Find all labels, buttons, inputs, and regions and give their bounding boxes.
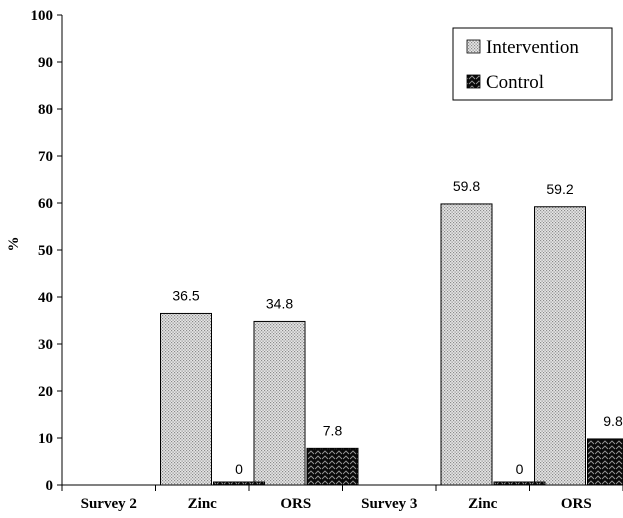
y-tick-label: 40 bbox=[38, 290, 53, 306]
bar-intervention bbox=[440, 203, 493, 486]
legend-swatch-control bbox=[466, 74, 481, 89]
bar-intervention bbox=[160, 312, 212, 486]
x-category-label: ORS bbox=[561, 496, 592, 512]
x-category-label: Zinc bbox=[188, 496, 218, 512]
bar-control bbox=[306, 447, 359, 486]
data-label-control: 0 bbox=[516, 461, 524, 477]
bar-intervention bbox=[534, 206, 586, 486]
y-tick-label: 50 bbox=[38, 243, 53, 259]
y-tick-label: 20 bbox=[38, 384, 53, 400]
x-category-label: Survey 2 bbox=[81, 496, 137, 512]
bar-intervention bbox=[253, 320, 306, 486]
bar-control bbox=[493, 481, 546, 486]
y-tick-label: 10 bbox=[38, 431, 53, 447]
data-label-intervention: 34.8 bbox=[266, 295, 293, 311]
bar-control bbox=[213, 481, 265, 486]
data-label-intervention: 36.5 bbox=[172, 287, 199, 303]
legend-swatch-intervention bbox=[466, 39, 481, 54]
legend-label-intervention: Intervention bbox=[486, 37, 579, 58]
data-label-intervention: 59.8 bbox=[453, 178, 480, 194]
y-tick-label: 70 bbox=[38, 149, 53, 165]
y-tick-label: 80 bbox=[38, 102, 53, 118]
y-axis-title: % bbox=[6, 237, 22, 252]
plot-area: 0 10 20 30 40 50 60 70 80 90 100 Survey 2 Zinc ORS Sur… bbox=[31, 8, 623, 512]
legend: Intervention Control bbox=[452, 27, 613, 101]
data-label-control: 0 bbox=[235, 461, 243, 477]
y-tick-label: 60 bbox=[38, 196, 53, 212]
y-tick-label: 100 bbox=[31, 8, 54, 24]
y-tick-label: 0 bbox=[46, 478, 54, 494]
y-tick-label: 90 bbox=[38, 55, 53, 71]
data-label-intervention: 59.2 bbox=[546, 181, 573, 197]
x-category-label: Survey 3 bbox=[361, 496, 417, 512]
x-category-label: Zinc bbox=[468, 496, 498, 512]
legend-label-control: Control bbox=[486, 72, 544, 93]
data-label-control: 9.8 bbox=[603, 413, 623, 429]
x-category-label: ORS bbox=[280, 496, 311, 512]
y-tick-label: 30 bbox=[38, 337, 53, 353]
data-label-control: 7.8 bbox=[323, 422, 343, 438]
bar-control bbox=[587, 438, 623, 486]
